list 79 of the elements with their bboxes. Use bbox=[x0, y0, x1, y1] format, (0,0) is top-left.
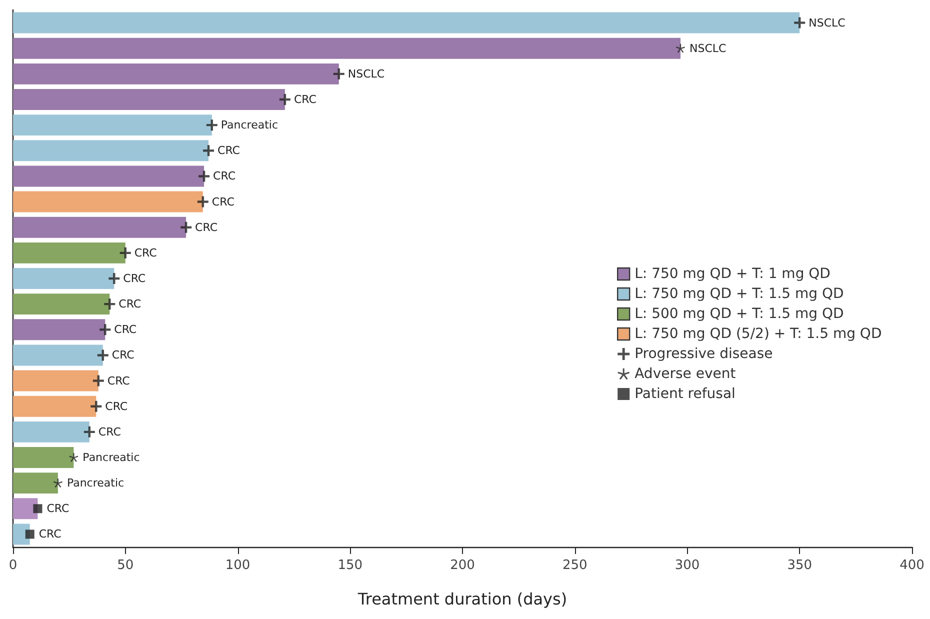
bar bbox=[13, 216, 186, 238]
point bbox=[69, 453, 78, 462]
bar bbox=[13, 498, 38, 520]
bar bbox=[13, 268, 114, 289]
data-label: CRC bbox=[195, 220, 218, 234]
bar bbox=[13, 38, 681, 59]
data-label: Pancreatic bbox=[220, 118, 278, 132]
point bbox=[333, 68, 344, 80]
bar bbox=[13, 242, 126, 264]
point bbox=[206, 120, 218, 131]
data-label: CRC bbox=[134, 246, 158, 260]
x-tick-label: 250 bbox=[562, 558, 588, 573]
bar bbox=[13, 319, 106, 340]
bar bbox=[13, 166, 204, 187]
bar bbox=[13, 12, 800, 34]
x-tick-label: 200 bbox=[450, 558, 475, 573]
bar bbox=[13, 294, 110, 315]
legend-label: L: 750 mg QD (5/2) + T: 1.5 mg QD bbox=[634, 326, 882, 342]
data-label: CRC bbox=[212, 195, 235, 208]
point bbox=[90, 400, 102, 412]
bar bbox=[13, 63, 339, 84]
data-label: CRC bbox=[38, 528, 62, 541]
data-label: CRC bbox=[213, 170, 236, 183]
data-label: CRC bbox=[112, 348, 135, 362]
legend-label: Progressive disease bbox=[634, 346, 773, 362]
data-label: CRC bbox=[46, 502, 70, 516]
point bbox=[676, 44, 686, 53]
point bbox=[120, 247, 131, 258]
x-tick-label: 150 bbox=[338, 558, 363, 573]
bar bbox=[13, 140, 209, 162]
data-label: CRC bbox=[105, 400, 128, 413]
data-label: CRC bbox=[294, 93, 317, 106]
bar bbox=[13, 421, 90, 442]
legend-label: L: 750 mg QD + T: 1 mg QD bbox=[634, 266, 830, 282]
point bbox=[108, 273, 120, 284]
legend-label: Patient refusal bbox=[634, 386, 736, 402]
point bbox=[100, 324, 111, 336]
data-label: CRC bbox=[118, 298, 142, 311]
legend-label: Adverse event bbox=[634, 366, 736, 382]
point bbox=[279, 94, 290, 105]
legend-label: L: 750 mg QD + T: 1.5 mg QD bbox=[634, 286, 844, 302]
x-tick-label: 50 bbox=[117, 558, 134, 573]
x-axis-title: Treatment duration (days) bbox=[356, 590, 568, 608]
x-tick-label: 100 bbox=[225, 558, 250, 573]
x-tick-label: 350 bbox=[787, 558, 812, 573]
point bbox=[197, 196, 208, 208]
bar bbox=[13, 370, 98, 392]
point bbox=[104, 298, 116, 310]
data-label: NSCLC bbox=[808, 16, 846, 30]
point bbox=[203, 145, 214, 156]
legend-label: L: 500 mg QD + T: 1.5 mg QD bbox=[634, 306, 844, 322]
data-label: CRC bbox=[107, 374, 130, 388]
bar bbox=[13, 89, 285, 110]
point bbox=[180, 222, 192, 233]
data-label: CRC bbox=[123, 272, 146, 285]
bar bbox=[13, 114, 212, 136]
data-label: Pancreatic bbox=[82, 451, 140, 464]
bar bbox=[13, 191, 203, 212]
point bbox=[198, 170, 210, 182]
point bbox=[794, 17, 806, 28]
data-label: Pancreatic bbox=[66, 476, 124, 490]
data-label: CRC bbox=[114, 323, 137, 336]
data-label: CRC bbox=[98, 425, 122, 438]
bar bbox=[13, 344, 103, 366]
point bbox=[33, 504, 42, 514]
point bbox=[25, 530, 34, 539]
point bbox=[53, 478, 62, 488]
point bbox=[84, 426, 95, 438]
data-label: CRC bbox=[218, 144, 240, 158]
data-label: NSCLC bbox=[348, 67, 385, 80]
bar bbox=[13, 396, 96, 417]
x-tick-label: 400 bbox=[900, 558, 924, 573]
point bbox=[92, 375, 104, 386]
x-tick-label: 0 bbox=[8, 558, 18, 573]
data-label: NSCLC bbox=[690, 42, 727, 55]
bar bbox=[13, 472, 58, 494]
point bbox=[97, 350, 108, 361]
bar bbox=[13, 447, 74, 468]
x-tick-label: 300 bbox=[674, 558, 700, 573]
